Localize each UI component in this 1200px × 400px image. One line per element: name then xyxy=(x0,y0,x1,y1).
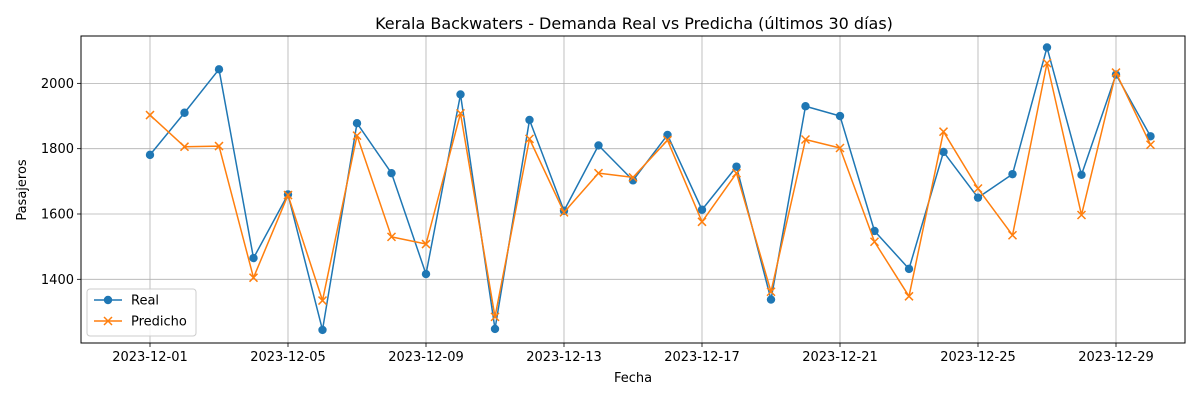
data-point-predicho xyxy=(421,239,431,249)
x-tick-label: 2023-12-09 xyxy=(388,350,464,365)
y-tick-label: 1800 xyxy=(41,142,74,157)
x-axis: 2023-12-01 2023-12-05 2023-12-09 2023-12-13… xyxy=(112,343,1154,365)
data-point-predicho xyxy=(524,134,535,144)
series-layer xyxy=(145,43,1156,335)
data-point-predicho xyxy=(835,143,845,153)
data-point-real xyxy=(1077,170,1086,180)
data-point-predicho xyxy=(283,190,293,200)
data-point-real xyxy=(904,264,914,274)
x-tick-label: 2023-12-13 xyxy=(526,350,602,365)
data-point-predicho xyxy=(869,237,880,247)
data-point-real xyxy=(318,325,327,335)
y-axis-label: Pasajeros xyxy=(15,159,30,221)
y-tick-label: 1600 xyxy=(41,207,74,222)
data-point-predicho xyxy=(145,110,155,120)
data-point-real xyxy=(421,269,431,279)
y-axis: 1400 1600 1800 2000 xyxy=(41,77,81,288)
data-point-real xyxy=(1146,132,1155,141)
data-point-predicho xyxy=(248,273,259,283)
data-point-real xyxy=(387,168,396,178)
data-point-predicho xyxy=(1007,230,1018,240)
data-point-real xyxy=(525,115,534,125)
data-point-real xyxy=(456,90,465,99)
y-tick-label: 2000 xyxy=(41,77,74,92)
x-tick-label: 2023-12-21 xyxy=(802,350,878,365)
data-point-real xyxy=(973,193,983,202)
data-point-predicho xyxy=(490,312,500,322)
data-point-real xyxy=(801,102,810,111)
data-point-predicho xyxy=(662,135,673,145)
data-point-predicho xyxy=(973,183,983,194)
legend-marker-predicho xyxy=(103,316,113,326)
series-predicho xyxy=(145,58,1156,322)
data-point-real xyxy=(1042,43,1052,52)
data-point-predicho xyxy=(386,232,397,242)
data-point-predicho xyxy=(731,168,742,178)
data-point-predicho xyxy=(1076,210,1087,220)
data-point-predicho xyxy=(179,142,190,152)
data-point-real xyxy=(732,162,741,171)
legend-marker-real xyxy=(103,295,113,305)
data-point-predicho xyxy=(1111,68,1121,78)
data-point-real xyxy=(697,205,707,214)
x-tick-label: 2023-12-17 xyxy=(664,350,740,365)
data-point-predicho xyxy=(938,127,949,137)
data-point-predicho xyxy=(1042,58,1052,68)
data-point-predicho xyxy=(628,172,638,182)
data-point-predicho xyxy=(455,108,466,118)
x-axis-label: Fecha xyxy=(614,371,652,386)
y-tick-label: 1400 xyxy=(41,273,74,288)
data-point-predicho xyxy=(766,287,776,297)
data-point-real xyxy=(180,108,189,117)
data-point-predicho xyxy=(214,141,224,151)
data-point-real xyxy=(145,150,155,160)
chart-title: Kerala Backwaters - Demanda Real vs Pred… xyxy=(375,14,893,33)
data-point-predicho xyxy=(697,217,707,227)
legend-label-predicho: Predicho xyxy=(131,315,187,330)
series-line-predicho xyxy=(149,62,1152,318)
data-point-real xyxy=(490,324,500,334)
data-point-predicho xyxy=(352,131,362,141)
x-tick-label: 2023-12-01 xyxy=(112,350,188,365)
data-point-real xyxy=(1008,169,1017,179)
series-real xyxy=(145,43,1155,335)
data-point-real xyxy=(352,119,362,128)
data-point-real xyxy=(249,253,258,263)
grid xyxy=(81,36,1185,343)
series-line-real xyxy=(149,46,1152,331)
legend-label-real: Real xyxy=(131,294,159,309)
data-point-real xyxy=(628,176,638,185)
data-point-real xyxy=(594,141,603,150)
plot-frame xyxy=(80,35,1186,344)
data-point-predicho xyxy=(593,168,604,178)
data-point-predicho xyxy=(559,207,569,217)
x-tick-label: 2023-12-05 xyxy=(250,350,326,365)
x-tick-label: 2023-12-25 xyxy=(940,350,1016,365)
data-point-real xyxy=(766,295,776,304)
data-point-real xyxy=(870,226,879,236)
legend: Real Predicho xyxy=(86,288,197,337)
data-point-predicho xyxy=(800,135,811,145)
data-point-real xyxy=(939,147,948,157)
data-point-predicho xyxy=(1145,140,1156,150)
data-point-predicho xyxy=(317,296,328,306)
data-point-predicho xyxy=(904,291,914,301)
data-point-real xyxy=(214,65,224,74)
x-tick-label: 2023-12-29 xyxy=(1078,350,1154,365)
data-point-real xyxy=(835,111,845,121)
